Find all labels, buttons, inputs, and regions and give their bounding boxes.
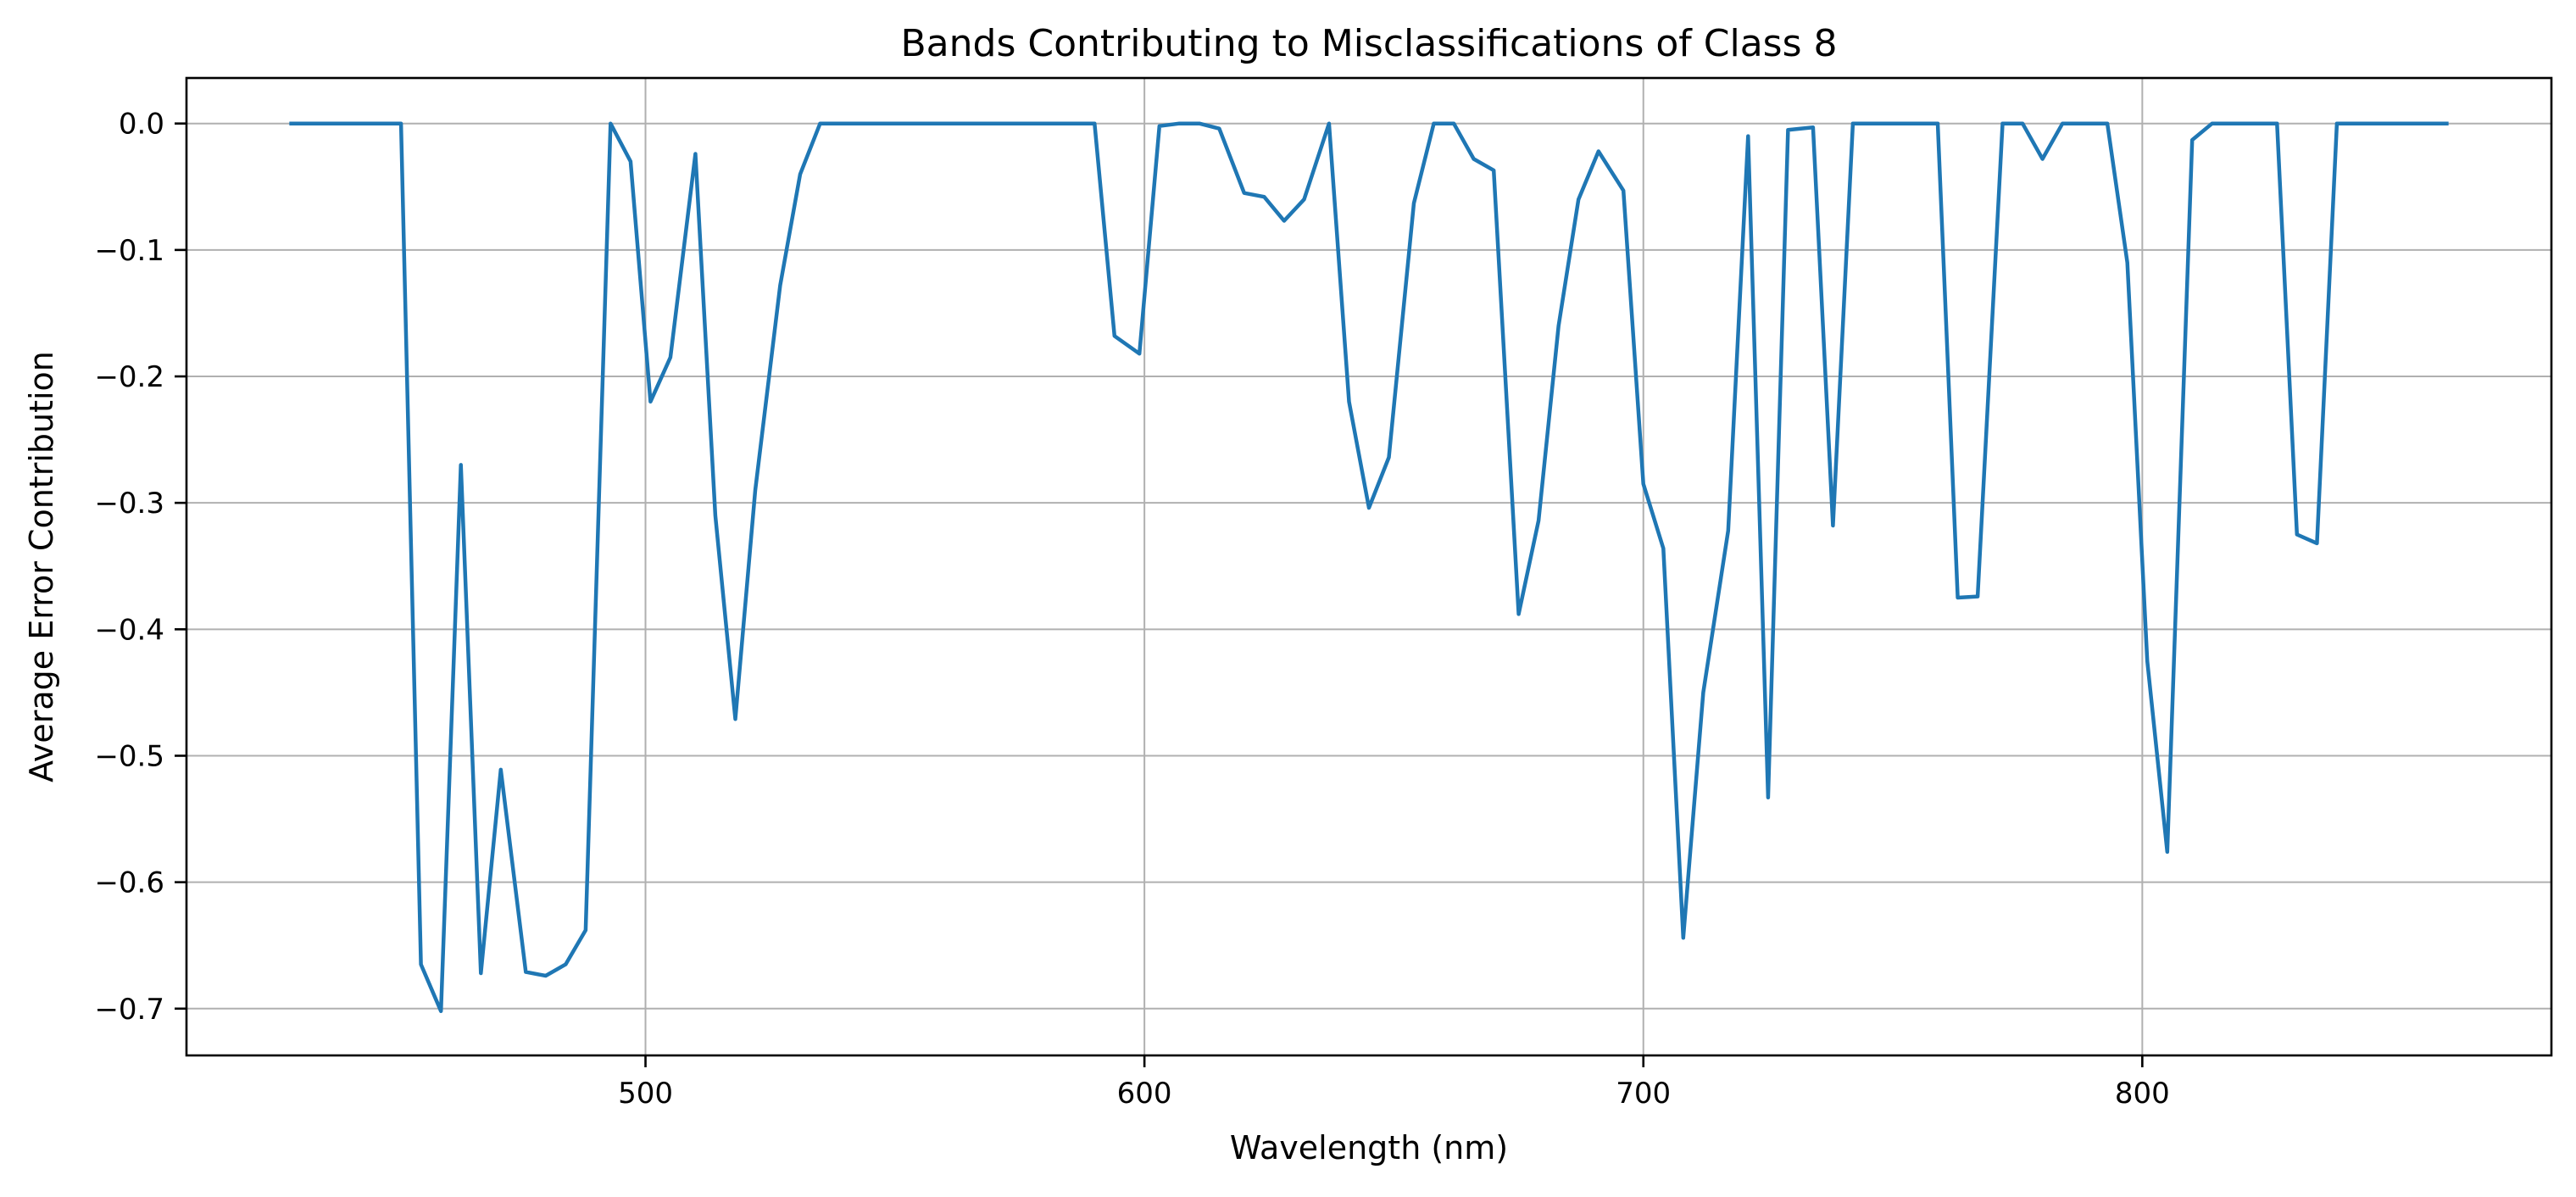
y-tick-label: −0.3 (94, 487, 164, 521)
ticks: 500 600 700 800 0.0 −0.1 −0.2 −0.3 −0.4 −0.5 −0.6 −… (94, 108, 2169, 1111)
series-line (289, 121, 2449, 1014)
x-tick-label: 800 (2115, 1077, 2170, 1111)
chart-title: Bands Contributing to Misclassifications… (901, 22, 1838, 65)
x-axis-label: Wavelength (nm) (1230, 1129, 1508, 1166)
x-tick-label: 600 (1117, 1077, 1172, 1111)
axes-frame (185, 76, 2553, 1057)
y-tick-label: −0.7 (94, 993, 164, 1027)
x-tick-label: 500 (618, 1077, 673, 1111)
y-tick-label: −0.2 (94, 360, 164, 394)
y-axis-label: Average Error Contribution (23, 351, 60, 782)
y-tick-label: −0.6 (94, 866, 164, 900)
y-tick-label: −0.4 (94, 613, 164, 647)
y-tick-label: 0.0 (119, 108, 164, 142)
y-tick-label: −0.5 (94, 739, 164, 773)
x-tick-label: 700 (1616, 1077, 1671, 1111)
series-layer (289, 121, 2449, 1014)
y-tick-label: −0.1 (94, 234, 164, 268)
